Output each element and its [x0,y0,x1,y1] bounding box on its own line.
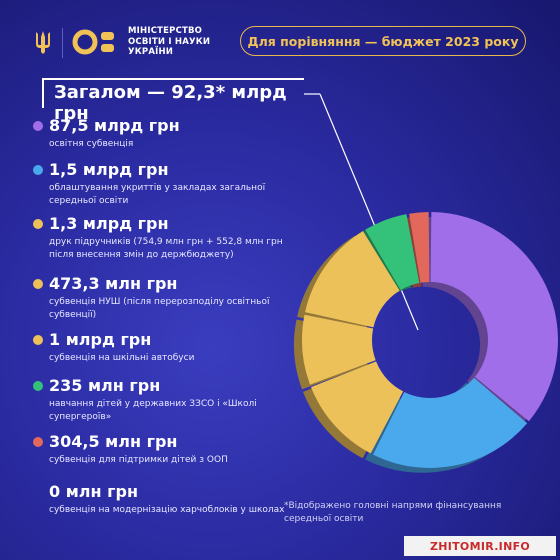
ministry-name: МІНІСТЕРСТВО ОСВІТИ І НАУКИ УКРАЇНИ [128,26,238,58]
ministry-line-2: ОСВІТИ І НАУКИ [128,36,211,47]
budget-amount: 1,5 млрд грн [49,160,169,179]
ministry-logo-icon [72,29,114,55]
compare-badge-label: Для порівняння — бюджет 2023 року [247,33,519,49]
legend-dot [33,219,43,229]
budget-description: субвенція НУШ (після перерозподілу освіт… [49,297,270,320]
legend-dot [33,381,43,391]
legend-dot [33,437,43,447]
ministry-line-1: МІНІСТЕРСТВО [128,26,203,36]
budget-amount: 304,5 млн грн [49,432,178,451]
budget-amount: 1,3 млрд грн [49,214,169,233]
legend-dot [33,165,43,175]
watermark: ZHITOMIR.INFO [404,536,556,556]
footnote: *Відображено головні напрями фінансуванн… [284,501,502,524]
donut-slice [430,212,558,422]
donut-slice [310,361,404,454]
donut-slice [365,214,420,290]
budget-amount: 235 млн грн [49,376,161,395]
trident-icon [36,31,50,54]
budget-amount: 1 млрд грн [49,330,152,349]
budget-amount: 0 млн грн [49,482,138,501]
donut-slice [409,212,430,283]
budget-description: друк підручників (754,9 млн грн + 552,8 … [49,237,283,260]
budget-donut-chart [294,212,558,473]
donut-slice [302,314,376,385]
compare-badge: Для порівняння — бюджет 2023 року [240,26,526,56]
donut-slice [305,230,400,328]
budget-description: субвенція на шкільні автобуси [49,353,195,363]
legend-dot [33,279,43,289]
budget-description: облаштування укриттів у закладах загальн… [49,183,266,206]
budget-description: субвенція на модернізацію харчоблоків у … [49,505,285,515]
budget-amount: 87,5 млрд грн [49,116,180,135]
total-label: Загалом — 92,3* млрд грн [54,82,287,124]
legend-dot [33,121,43,131]
budget-description: освітня субвенція [49,139,134,149]
total-heading: Загалом — 92,3* млрд грн [42,78,304,124]
legend-dot [33,335,43,345]
header-divider [62,28,63,58]
budget-description: субвенція для підтримки дітей з ООП [49,455,228,465]
donut-slice [373,377,528,468]
header: МІНІСТЕРСТВО ОСВІТИ І НАУКИ УКРАЇНИ Для … [0,0,560,80]
budget-description: навчання дітей у державних ЗЗСО і «Школі… [49,399,257,422]
ministry-line-3: УКРАЇНИ [128,47,174,57]
budget-amount: 473,3 млн грн [49,274,178,293]
